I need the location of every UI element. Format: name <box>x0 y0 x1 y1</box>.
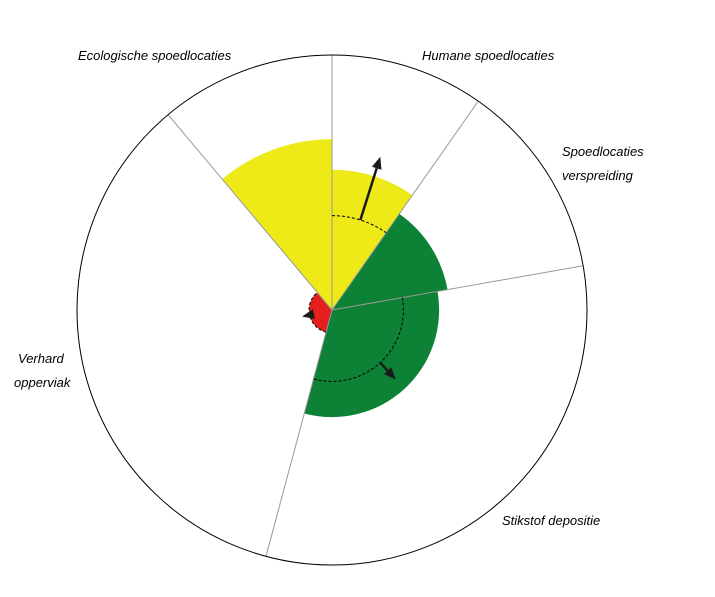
wedge-stikstof-depositie <box>304 291 440 418</box>
arrow-shaft-stikstof-depositie <box>379 361 389 372</box>
dividers-layer <box>167 55 584 557</box>
wedge-ecologische-spoedlocaties <box>222 139 332 310</box>
arrow-shaft-humane-spoedlocaties <box>359 167 378 221</box>
label-stikstof-depositie: Stikstof depositie <box>502 513 601 528</box>
reference-arc-verhard-opperviak <box>308 292 327 333</box>
label-spoedlocaties-verspreiding: Spoedlocaties verspreiding <box>562 144 644 183</box>
divider-stikstof-depositie <box>331 265 584 311</box>
label-ecologische-spoedlocaties: Ecologische spoedlocaties <box>78 48 232 63</box>
arrows-layer <box>302 156 396 380</box>
arrow-head-humane-spoedlocaties <box>371 156 382 170</box>
divider-ecologische-spoedlocaties <box>167 114 333 311</box>
wedge-verhard-opperviak <box>309 292 332 333</box>
wedge-spoedlocaties-verspreiding <box>332 213 448 310</box>
wedges-layer <box>222 139 448 418</box>
reference-arc-stikstof-depositie <box>313 297 404 382</box>
arrow-head-verhard-opperviak <box>302 309 315 319</box>
label-verhard-oppervlak: Verhard opperviak <box>14 351 71 390</box>
outer-circle <box>76 54 588 566</box>
wedge-humane-spoedlocaties <box>332 169 413 310</box>
divider-spoedlocaties-verspreiding <box>331 100 479 311</box>
reference-arc-humane-spoedlocaties <box>331 215 387 234</box>
arrow-head-stikstof-depositie <box>383 367 396 380</box>
reference-arcs-layer <box>308 215 404 382</box>
label-humane-spoedlocaties: Humane spoedlocaties <box>422 48 555 63</box>
divider-verhard-opperviak <box>265 309 333 557</box>
